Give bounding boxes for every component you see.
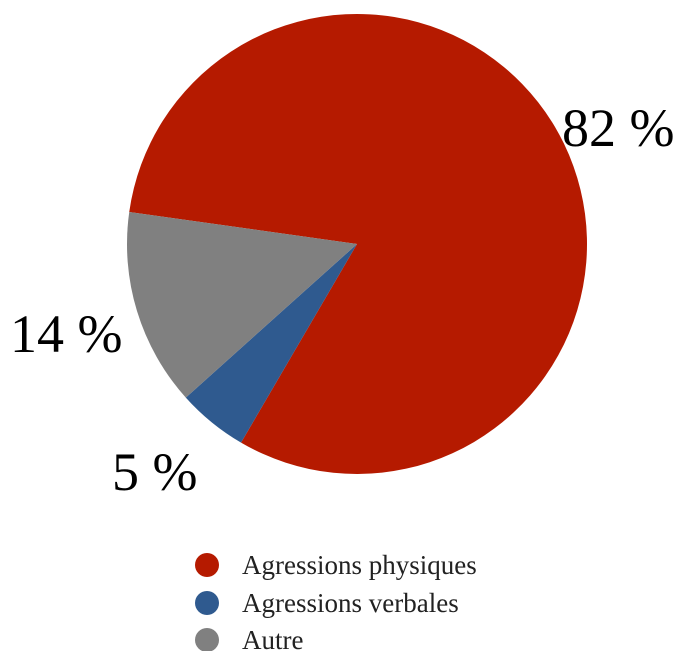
slice-autre bbox=[127, 211, 358, 398]
legend: Agressions physiques Agressions verbales… bbox=[195, 550, 477, 651]
legend-swatch-autre bbox=[195, 628, 219, 651]
legend-label-autre: Autre bbox=[242, 625, 303, 651]
pie-slices bbox=[127, 14, 588, 475]
legend-label-agressions-verbales: Agressions verbales bbox=[242, 588, 459, 618]
legend-item-agressions-physiques: Agressions physiques bbox=[195, 550, 477, 580]
legend-item-autre: Autre bbox=[195, 625, 303, 651]
slice-agressions-physiques bbox=[129, 14, 588, 475]
legend-swatch-agressions-physiques bbox=[195, 553, 219, 577]
slice-label-autre: 14 % bbox=[10, 304, 122, 364]
slice-agressions-verbales bbox=[185, 244, 357, 443]
slice-label-agressions-verbales: 5 % bbox=[112, 442, 197, 502]
legend-label-agressions-physiques: Agressions physiques bbox=[242, 550, 477, 580]
slice-label-agressions-physiques: 82 % bbox=[562, 98, 674, 158]
legend-item-agressions-verbales: Agressions verbales bbox=[195, 588, 459, 618]
legend-swatch-agressions-verbales bbox=[195, 591, 219, 615]
